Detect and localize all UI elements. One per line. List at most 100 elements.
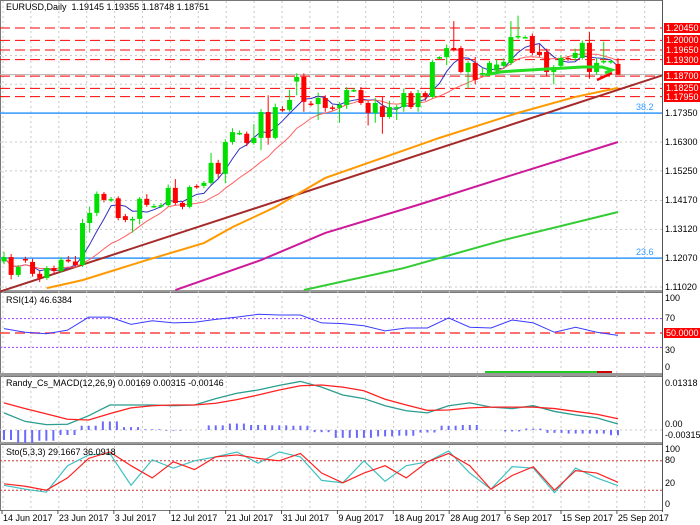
date-axis-label: 21 Jul 2017 [226,513,274,523]
panel-separator [0,290,663,292]
macd-axis-label: -0.00315 [665,430,700,440]
bear-candle [615,63,621,75]
rsi-signal-bar [485,371,597,373]
bull-candle [272,107,278,138]
bull-candle [508,37,514,63]
rsi-axis-label: 0 [665,362,671,372]
moving-average-line [46,86,619,290]
fib-level-label: 23.6 [636,247,654,258]
bull-candle [494,64,500,71]
bear-candle [451,48,457,50]
bull-candle [415,93,421,108]
bull-candle [94,193,100,213]
bull-candle [208,162,214,183]
bear-candle [472,62,478,80]
date-axis-label: 12 Jul 2017 [170,513,218,523]
bull-candle [258,112,264,138]
rsi-line [3,313,619,336]
bull-candle [558,57,564,66]
bear-candle [529,35,535,53]
bear-candle [536,51,542,55]
bull-candle [201,182,207,186]
bull-candle [287,99,293,110]
rsi-title: RSI(14) 46.6384 [6,295,73,305]
bull-candle [394,107,400,109]
date-axis-label: 9 Aug 2017 [338,513,384,523]
bear-candle [101,193,107,200]
bear-candle [144,198,150,205]
bull-candle [351,90,357,92]
date-axis-label: 28 Aug 2017 [450,513,501,523]
sto-signal-line [3,451,619,492]
bear-candle [122,216,128,220]
level-price-tag: 1.19300 [664,54,700,65]
bull-candle [601,60,607,63]
bull-candle [437,57,443,59]
bull-candle [151,205,157,208]
symbol-header: EURUSD,Daily 1.19145 1.19355 1.18748 1.1… [6,2,210,12]
bear-candle [301,76,307,102]
bull-candle [465,62,471,72]
drawn-arrow [596,71,613,82]
bull-candle [222,141,228,174]
sto-axis-label: 80 [665,455,676,465]
bear-candle [565,57,571,60]
sto-axis-label: 0 [665,499,671,509]
bear-candle [329,107,335,109]
bull-candle [158,205,164,207]
drawn-polyline [484,65,617,77]
bear-candle [72,261,78,266]
panel-separator [0,442,663,444]
bull-candle [315,98,321,105]
bear-candle [308,103,314,106]
moving-average-line [3,53,619,270]
macd-main-line [3,380,619,426]
bull-candle [479,73,485,75]
bull-candle [137,198,143,219]
bear-candle [265,112,271,138]
bear-candle [586,42,592,72]
bull-candle [387,107,393,117]
date-axis-label: 23 Jun 2017 [58,513,109,523]
bull-candle [501,62,507,66]
bull-candle [294,76,300,82]
bull-candle [444,48,450,58]
bear-candle [172,187,178,203]
date-axis-label: 31 Jul 2017 [282,513,330,523]
bear-candle [51,268,57,272]
bear-candle [30,262,36,274]
macd-axis-label: 0.01318 [665,378,698,388]
bear-candle [65,259,71,262]
bear-candle [358,90,364,103]
moving-average-line [3,43,619,272]
fib-level-label: 38.2 [636,102,654,113]
bear-candle [458,48,464,72]
bull-candle [80,223,86,266]
bear-candle [408,93,414,108]
bull-candle [251,137,257,144]
bear-candle [8,257,14,275]
price-axis-label: 1.17350 [665,108,698,119]
date-axis-label: 15 Sep 2017 [562,513,614,523]
bull-candle [344,90,350,105]
bull-candle [572,52,578,58]
bull-candle [579,42,585,58]
level-price-tag: 1.20000 [664,35,700,46]
bear-candle [179,202,185,207]
date-axis-label: 25 Sep 2017 [617,513,669,523]
sto-axis-label: 100 [665,444,681,454]
macd-title: Randy_Cs_MACD(12,26,9) 0.00169 0.00315 -… [6,378,224,388]
bear-candle [379,106,385,117]
bear-candle [22,258,28,261]
level-price-tag: 1.20450 [664,23,700,33]
price-axis-label: 1.12070 [665,253,698,264]
bull-candle [401,93,407,108]
price-axis-label: 1.13120 [665,224,698,235]
price-axis-label: 1.14170 [665,195,698,206]
bull-candle [130,218,136,221]
macd-signal-line [3,384,619,421]
bull-candle [522,37,528,39]
rsi-level-tag: 50.0000 [664,328,700,338]
level-price-tag: 1.18700 [664,71,700,82]
